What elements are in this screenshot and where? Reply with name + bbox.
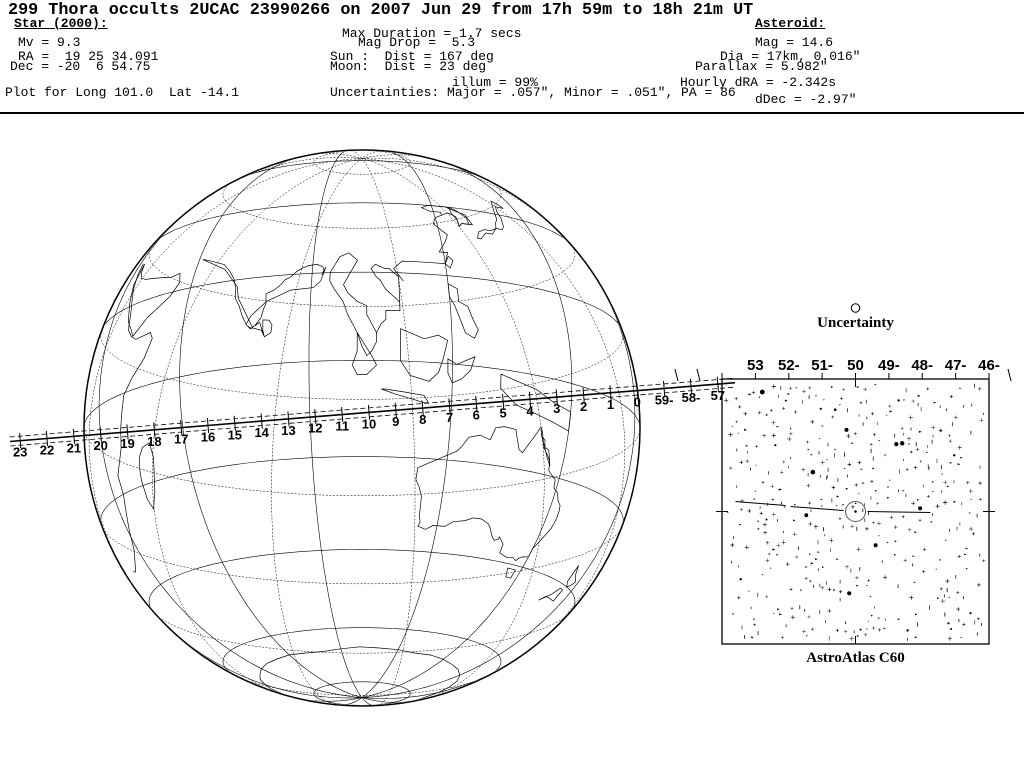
svg-text:46-: 46- (978, 357, 1000, 374)
svg-text:47-: 47- (945, 357, 967, 374)
svg-text:50: 50 (847, 357, 864, 374)
svg-text:Uncertainty: Uncertainty (817, 315, 894, 331)
svg-text:49-: 49- (878, 357, 900, 374)
svg-text:51-: 51- (811, 357, 833, 374)
svg-text:48-: 48- (911, 357, 933, 374)
svg-text:52-: 52- (778, 357, 800, 374)
svg-text:53: 53 (747, 357, 764, 374)
svg-text:AstroAtlas C60: AstroAtlas C60 (806, 650, 904, 666)
